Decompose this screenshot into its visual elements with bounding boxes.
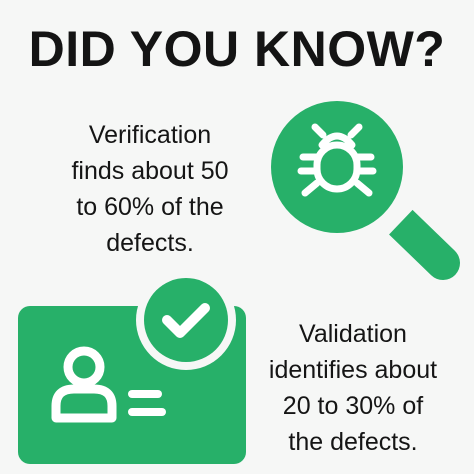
person-icon <box>51 346 117 423</box>
fact-line: 20 to 30% of <box>282 392 424 420</box>
fact-line: Verification <box>88 121 212 149</box>
magnifier-bug-icon <box>271 101 460 280</box>
fact-line: identifies about <box>268 356 438 384</box>
fact-line: the defects. <box>288 428 418 456</box>
fact-line: finds about 50 <box>71 157 229 185</box>
bug-icon <box>297 123 377 197</box>
fact-line: Validation <box>299 320 407 348</box>
fact-line: defects. <box>106 229 194 257</box>
verification-fact: Verification finds about 50 to 60% of th… <box>40 117 260 261</box>
page-title: DID YOU KNOW? <box>28 21 446 77</box>
check-icon <box>162 303 210 338</box>
id-card-check-icon <box>18 270 246 464</box>
validation-fact: Validation identifies about 20 to 30% of… <box>248 316 458 460</box>
fact-line: to 60% of the <box>76 193 224 221</box>
